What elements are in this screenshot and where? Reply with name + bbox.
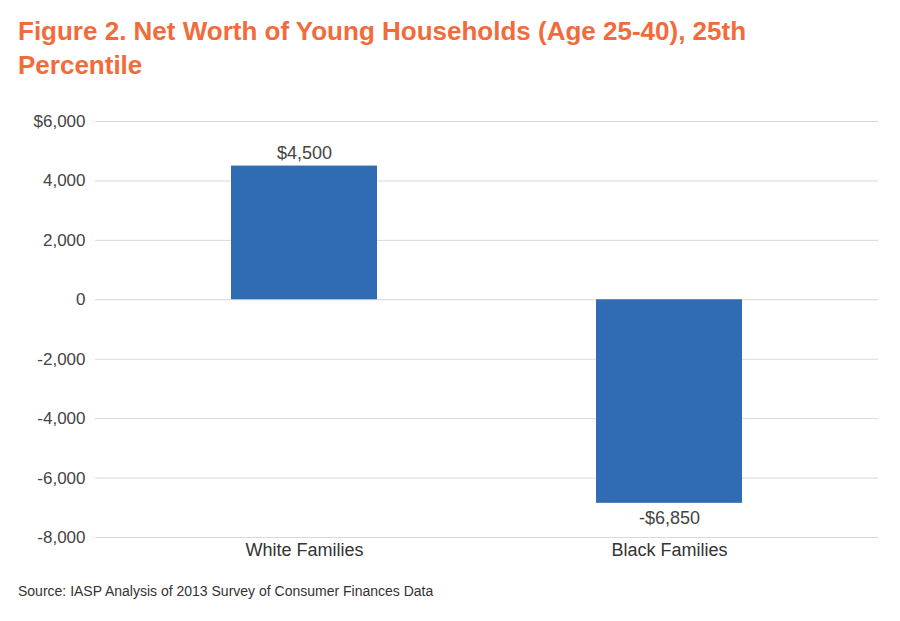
svg-text:-4,000: -4,000 [37,409,85,428]
svg-text:-$6,850: -$6,850 [639,508,700,528]
svg-text:Black Families: Black Families [611,540,727,560]
svg-text:4,000: 4,000 [43,171,86,190]
svg-text:White Families: White Families [245,540,363,560]
svg-text:-2,000: -2,000 [37,350,85,369]
svg-text:$4,500: $4,500 [277,143,332,163]
svg-text:0: 0 [76,290,85,309]
svg-text:2,000: 2,000 [43,231,86,250]
svg-text:-8,000: -8,000 [37,528,85,547]
html-text:Figure 2. Net Worth of Young H: Figure 2. Net Worth of Young Households … [18,16,747,80]
svg-text:-6,000: -6,000 [37,469,85,488]
html-text:Source: IASP Analysis of 2013: Source: IASP Analysis of 2013 Survey of … [18,583,434,599]
svg-text:$6,000: $6,000 [34,112,86,131]
